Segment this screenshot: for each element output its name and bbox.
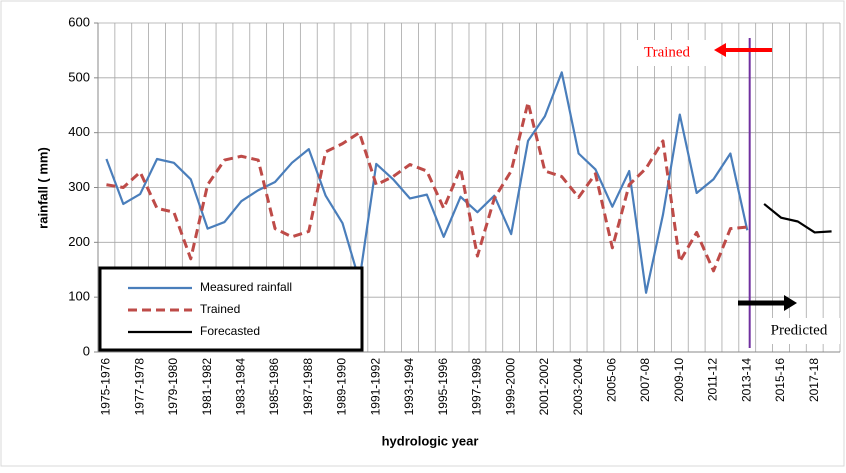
series-line <box>106 101 748 273</box>
y-tick-label: 200 <box>68 234 90 249</box>
x-tick-label: 1993-1994 <box>402 358 416 416</box>
x-tick-label: 1999-2000 <box>503 358 517 416</box>
x-tick-label: 1987-1988 <box>301 358 315 416</box>
x-tick-label: 2013-14 <box>739 358 753 402</box>
x-tick-label: 1981-1982 <box>200 358 214 416</box>
x-tick-label: 1991-1992 <box>368 358 382 416</box>
y-tick-label: 0 <box>83 343 90 358</box>
x-tick-label: 1989-1990 <box>335 358 349 416</box>
x-tick-label: 1979-1980 <box>166 358 180 416</box>
x-tick-label: 1997-1998 <box>470 358 484 416</box>
series-line <box>105 71 749 294</box>
x-tick-label: 2017-18 <box>807 358 821 402</box>
annotation-box <box>636 40 706 66</box>
x-tick-label: 2003-2004 <box>571 358 585 416</box>
x-tick-label: 2009-10 <box>672 358 686 402</box>
x-tick-label: 2015-16 <box>773 358 787 402</box>
x-tick-label: 1983-1984 <box>234 358 248 416</box>
series-line <box>763 203 832 234</box>
y-tick-label: 600 <box>68 14 90 29</box>
y-tick-label: 300 <box>68 179 90 194</box>
annotation-box <box>758 318 840 344</box>
legend-label: Trained <box>200 302 240 316</box>
y-tick-label: 500 <box>68 69 90 84</box>
x-tick-label: 2007-08 <box>638 358 652 402</box>
x-tick-label: 2005-06 <box>605 358 619 402</box>
x-tick-label: 1975-1976 <box>99 358 113 416</box>
x-tick-label: 2001-2002 <box>537 358 551 416</box>
x-axis-label: hydrologic year <box>382 433 479 448</box>
y-tick-label: 100 <box>68 289 90 304</box>
y-tick-label: 400 <box>68 124 90 139</box>
legend-label: Measured rainfall <box>200 280 292 294</box>
legend-label: Forecasted <box>200 324 260 338</box>
x-tick-label: 1995-1996 <box>436 358 450 416</box>
x-tick-label: 1977-1978 <box>132 358 146 416</box>
annotation-text: Predicted <box>771 322 828 338</box>
x-tick-label: 2011-12 <box>706 358 720 401</box>
x-tick-label: 1985-1986 <box>267 358 281 416</box>
y-axis-label: rainfall ( mm) <box>35 147 50 229</box>
arrow-head <box>714 43 726 57</box>
annotation-text: Trained <box>644 44 691 60</box>
arrow-head <box>784 295 797 311</box>
